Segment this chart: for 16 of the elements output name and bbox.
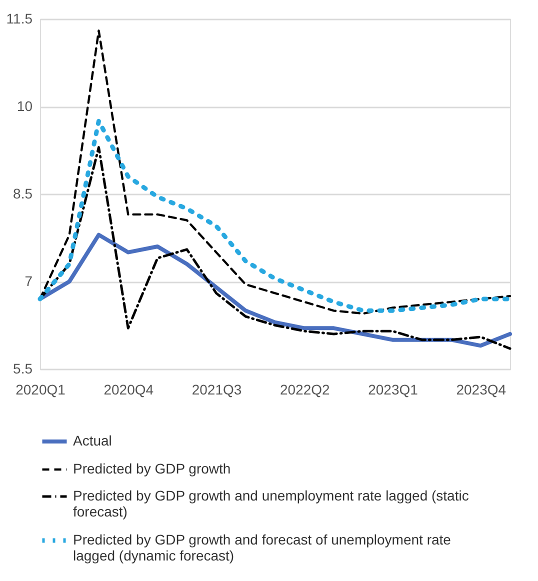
x-tick-label: 2021Q3 [192,382,242,398]
y-tick-label: 8.5 [13,186,33,202]
y-tick-label: 5.5 [13,360,33,376]
x-tick-label: 2023Q1 [368,382,418,398]
y-tick-label: 11.5 [6,10,33,26]
legend-label: Actual [73,432,112,448]
y-tick-label: 7 [24,273,33,289]
legend-label: Predicted by GDP growth and forecast of unemployment rate lagged (dynamic forecast) [73,532,452,564]
y-tick-label: 10 [16,98,33,114]
legend-label: Predicted by GDP growth [73,460,231,476]
line-series [38,118,512,313]
x-tick-label: 2020Q4 [104,382,154,398]
x-tick-label: 2022Q2 [280,382,330,398]
legend-label: Predicted by GDP growth and unemployment rate lagged (static forecast) [73,488,469,520]
x-tick-label: 2023Q4 [456,382,506,398]
x-tick-label: 2020Q1 [16,382,66,398]
